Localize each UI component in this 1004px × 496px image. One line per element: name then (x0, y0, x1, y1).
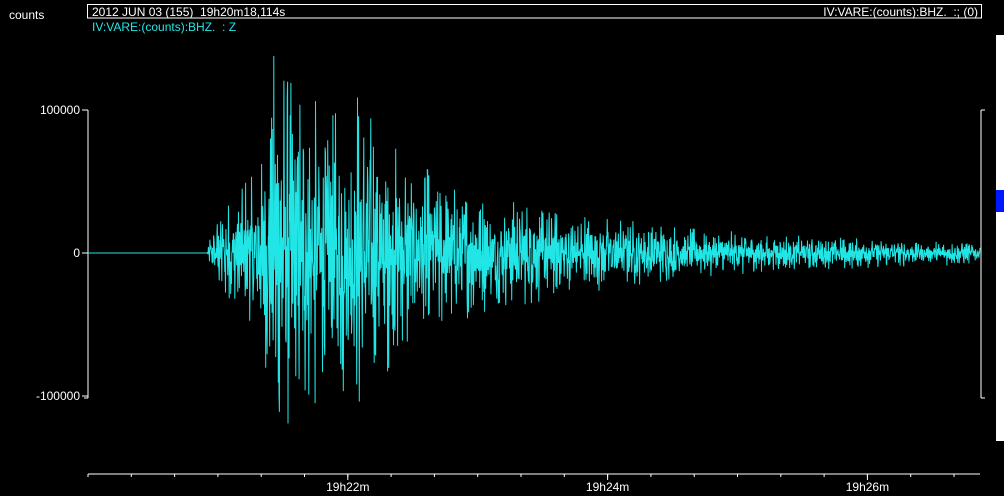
date-time-label: 2012 JUN 03 (155) 19h20m18,114s (92, 5, 286, 19)
x-tick-label: 19h24m (586, 480, 629, 494)
trace-label: IV:VARE:(counts):BHZ. : Z (92, 20, 237, 34)
y-tick-label: -100000 (36, 389, 80, 403)
channel-label-right: IV:VARE:(counts):BHZ. :; (0) (823, 5, 978, 19)
tick-marks: 100000 0 -100000 19h22m 19h24m 19h26m (36, 103, 955, 494)
scroll-position-marker[interactable] (996, 190, 1004, 212)
x-tick-label: 19h26m (846, 480, 889, 494)
scrollbar-thumb[interactable] (996, 35, 1004, 441)
y-tick-label: 100000 (40, 103, 80, 117)
y-tick-label: 0 (73, 246, 80, 260)
header-bar (0, 0, 1004, 22)
x-tick-label: 19h22m (326, 480, 369, 494)
seismic-trace (88, 55, 981, 424)
header-frame (87, 4, 982, 18)
unit-label: counts (9, 8, 45, 22)
axes (84, 17, 985, 475)
